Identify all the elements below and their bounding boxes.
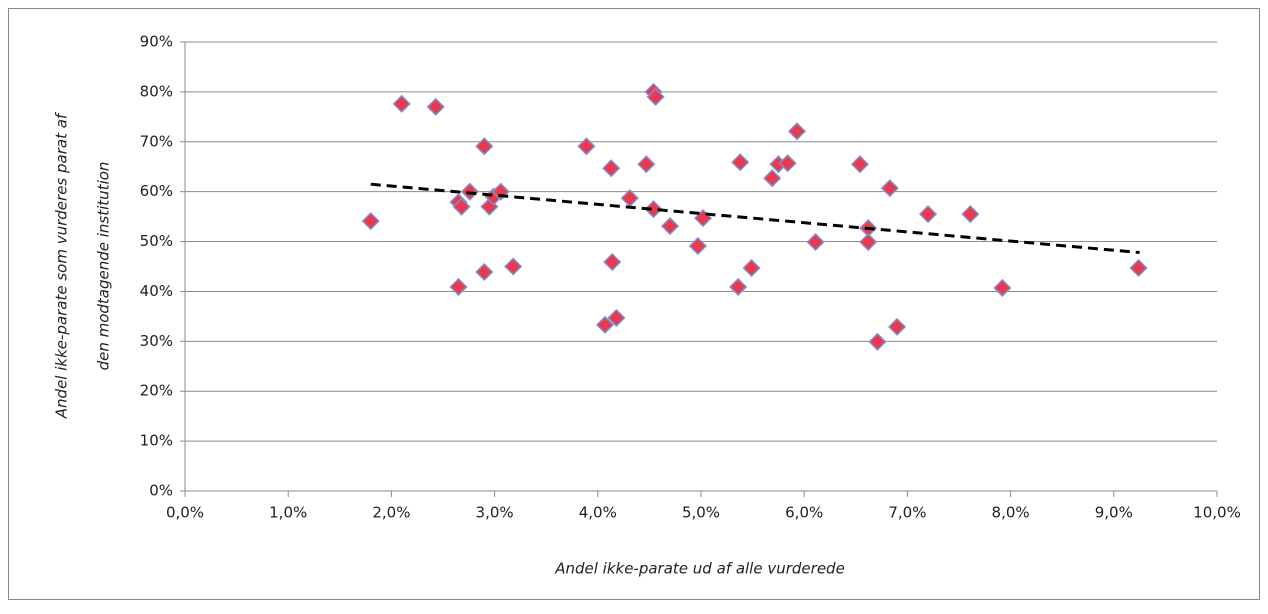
point [918, 205, 938, 224]
point [787, 122, 807, 141]
y-axis-label: Andel ikke-parate som vurderes parat af … [53, 111, 113, 419]
point [763, 169, 782, 188]
point [961, 205, 980, 224]
x-tick-label: 2,0% [372, 504, 410, 522]
point [778, 154, 797, 173]
point [993, 278, 1012, 298]
point [806, 232, 825, 252]
x-tick-label: 1,0% [269, 504, 307, 522]
y-tick-label: 60% [140, 182, 173, 200]
point [660, 217, 680, 236]
point [475, 137, 494, 156]
point [880, 179, 899, 198]
y-tick-label: 20% [140, 382, 173, 400]
point [850, 155, 869, 174]
point [577, 137, 596, 156]
point [888, 317, 907, 336]
y-tick-label: 10% [140, 432, 173, 450]
point [607, 308, 626, 327]
point [602, 159, 621, 178]
point [504, 257, 523, 276]
x-tick-label: 7,0% [888, 504, 926, 522]
y-tick-label: 0% [149, 482, 173, 500]
y-tick-label: 70% [140, 132, 173, 150]
x-tick-label: 3,0% [476, 504, 514, 522]
y-axis-label-line: Andel ikke-parate som vurderes parat af [53, 111, 71, 419]
x-tick-label: 5,0% [682, 504, 720, 522]
point [595, 315, 615, 334]
x-tick-label: 10,0% [1193, 504, 1241, 522]
y-tick-label: 40% [140, 282, 173, 300]
point [392, 94, 411, 113]
point [426, 97, 445, 116]
point [1129, 258, 1148, 278]
point [731, 153, 750, 172]
trendline [370, 182, 1140, 255]
x-tick-label: 0,0% [166, 504, 204, 522]
y-tick-label: 30% [140, 332, 173, 350]
y-tick-label: 50% [140, 232, 173, 250]
point [475, 262, 494, 282]
point [361, 212, 380, 231]
chart-border [8, 8, 1260, 600]
y-tick-label: 90% [140, 33, 173, 51]
point [449, 277, 468, 297]
point [644, 200, 663, 219]
point [729, 277, 748, 297]
point [637, 155, 656, 174]
point [742, 258, 761, 278]
point [688, 236, 707, 256]
point [859, 232, 878, 252]
point [868, 332, 887, 351]
point [646, 87, 665, 106]
point [603, 252, 622, 272]
x-tick-label: 6,0% [785, 504, 823, 522]
y-tick-label: 80% [140, 82, 173, 100]
point [491, 182, 510, 201]
x-tick-label: 8,0% [992, 504, 1030, 522]
x-tick-label: 4,0% [579, 504, 617, 522]
x-axis-label: Andel ikke-parate ud af alle vurderede [554, 560, 845, 578]
x-tick-label: 9,0% [1095, 504, 1133, 522]
y-axis-label-line: den modtagende institution [95, 162, 113, 371]
point [452, 197, 471, 216]
